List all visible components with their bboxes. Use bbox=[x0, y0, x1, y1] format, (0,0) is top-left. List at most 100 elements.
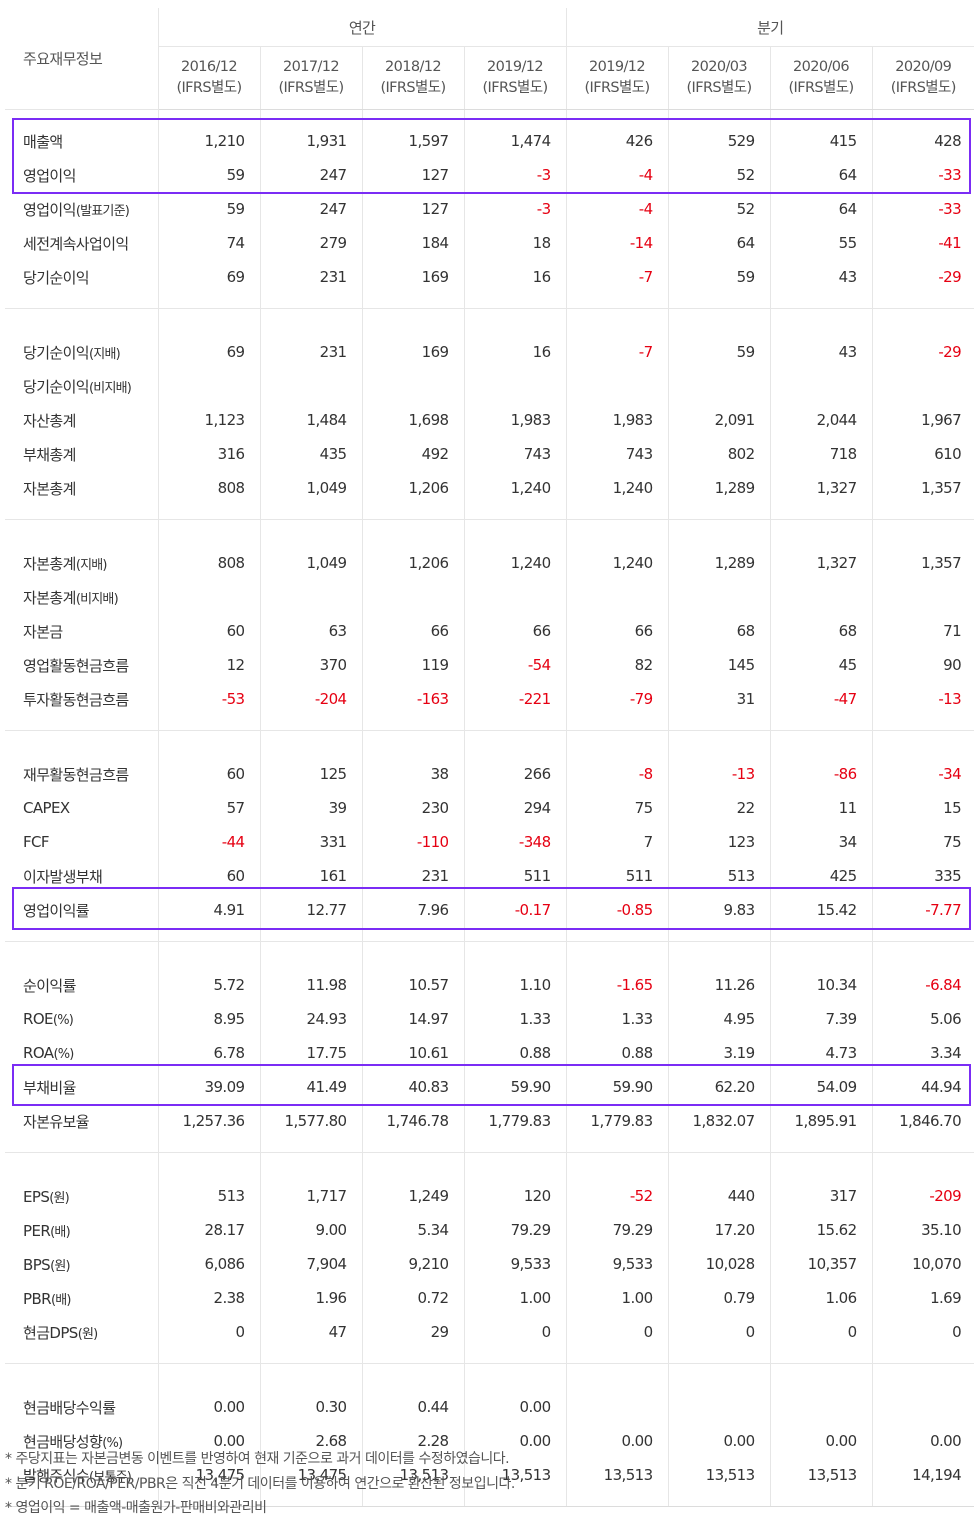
table-cell: 22 bbox=[668, 791, 771, 825]
table-cell: 231 bbox=[260, 260, 363, 309]
table-cell: 0.00 bbox=[668, 1424, 771, 1458]
row-label: 현금배당수익률 bbox=[5, 1363, 159, 1424]
footnotes: * 주당지표는 자본금변동 이벤트를 반영하여 현재 기준으로 과거 데이터를 … bbox=[5, 1447, 515, 1521]
table-cell bbox=[158, 580, 261, 614]
table-row: 순이익률 5.72 11.98 10.57 1.10 -1.65 11.26 10.34 -6.… bbox=[5, 941, 974, 1002]
table-cell: 1.10 bbox=[464, 941, 567, 1002]
row-label: 자본유보율 bbox=[5, 1104, 159, 1153]
table-cell: 15 bbox=[943, 799, 962, 817]
row-label: 자본금 bbox=[5, 614, 159, 648]
table-cell: 0 bbox=[770, 1315, 873, 1364]
table-cell: 59 bbox=[668, 308, 771, 369]
table-row: 영업활동현금흐름 12 370 119 -54 82 145 45 90 bbox=[5, 648, 974, 682]
table-cell: 1,931 bbox=[260, 109, 363, 158]
period-date: 2019/12 bbox=[486, 59, 544, 75]
row-label-text: 자본총계 bbox=[23, 554, 76, 573]
period-date: 2020/09 bbox=[895, 59, 952, 75]
financial-summary-table: 주요재무정보 연간 분기 2016/12 (IFRS별도) 2017/12 (IFRS… bbox=[5, 8, 975, 1507]
table-cell: 0.00 bbox=[930, 1432, 962, 1450]
table-cell: -52 bbox=[566, 1152, 669, 1213]
table-row: 당기순이익(지배) 69 231 169 16 -7 59 43 -29 bbox=[5, 308, 974, 369]
table-cell: 2.68 bbox=[260, 1424, 363, 1458]
period-header: 2020/03 (IFRS별도) bbox=[668, 46, 771, 110]
period-header: 2017/12 (IFRS별도) bbox=[260, 46, 363, 110]
table-cell: 425 bbox=[770, 859, 873, 893]
table-cell: 1,206 bbox=[362, 519, 465, 580]
table-cell: 4.73 bbox=[770, 1036, 873, 1070]
row-label-text: 자본금 bbox=[23, 622, 63, 641]
table-cell: 247 bbox=[260, 192, 363, 226]
table-cell: 230 bbox=[362, 791, 465, 825]
table-cell bbox=[668, 369, 771, 403]
table-cell: 0.00 bbox=[566, 1424, 669, 1458]
period-header: 2020/06 (IFRS별도) bbox=[770, 46, 873, 110]
row-label-text: 당기순이익 bbox=[23, 343, 90, 362]
table-cell: 1,484 bbox=[260, 403, 363, 437]
row-label: ROE(%) bbox=[5, 1002, 159, 1036]
table-cell: 1,746.78 bbox=[362, 1104, 465, 1153]
table-cell: 38 bbox=[362, 730, 465, 791]
table-cell bbox=[872, 369, 974, 403]
table-cell: 47 bbox=[260, 1315, 363, 1364]
table-cell: 79.29 bbox=[566, 1213, 669, 1247]
table-cell: 15.62 bbox=[770, 1213, 873, 1247]
table-cell: 44.94 bbox=[921, 1078, 962, 1096]
row-label: 자본총계 bbox=[5, 471, 159, 520]
table-cell bbox=[260, 369, 363, 403]
table-cell: -33 bbox=[938, 166, 962, 184]
table-cell: 0.88 bbox=[464, 1036, 567, 1070]
table-cell: 35.10 bbox=[921, 1221, 962, 1239]
table-cell bbox=[770, 369, 873, 403]
table-cell: 513 bbox=[668, 859, 771, 893]
table-cell: 71 bbox=[943, 622, 962, 640]
table-cell: -8 bbox=[566, 730, 669, 791]
table-cell: 9,533 bbox=[464, 1247, 567, 1281]
table-row: 자본총계(비지배) bbox=[5, 580, 974, 614]
row-label: 재무활동현금흐름 bbox=[5, 730, 159, 791]
row-label: BPS(원) bbox=[5, 1247, 159, 1281]
table-cell: 335 bbox=[934, 867, 962, 885]
table-row: 투자활동현금흐름 -53 -204 -163 -221 -79 31 -47 -13 bbox=[5, 682, 975, 731]
table-cell: 3.34 bbox=[930, 1044, 962, 1062]
table-row: BPS(원) 6,086 7,904 9,210 9,533 9,533 10,028 10,… bbox=[5, 1247, 974, 1281]
table-row: 당기순이익 69 231 169 16 -7 59 43 -29 bbox=[5, 260, 975, 309]
table-row: 현금DPS(원) 0 47 29 0 0 0 0 0 bbox=[5, 1315, 975, 1364]
table-cell: 64 bbox=[668, 226, 771, 260]
table-cell: 1.06 bbox=[770, 1281, 873, 1315]
table-cell: -3 bbox=[464, 158, 567, 192]
table-cell: 11.26 bbox=[668, 941, 771, 1002]
table-cell bbox=[362, 369, 465, 403]
table-cell: 15.42 bbox=[770, 893, 873, 942]
period-date: 2016/12 bbox=[180, 59, 238, 75]
table-cell: 266 bbox=[464, 730, 567, 791]
table-cell: -53 bbox=[158, 682, 261, 731]
table-cell: 59.90 bbox=[566, 1070, 669, 1104]
table-cell: 1,698 bbox=[362, 403, 465, 437]
table-cell: 17.75 bbox=[260, 1036, 363, 1070]
table-row: 현금배당수익률 0.00 0.30 0.44 0.00 bbox=[5, 1363, 974, 1424]
row-label-text: 영업이익 bbox=[23, 166, 76, 185]
row-label-text: 부채총계 bbox=[23, 445, 76, 464]
table-cell: 1,289 bbox=[668, 519, 771, 580]
row-label: 영업이익(발표기준) bbox=[5, 192, 159, 226]
row-label-suffix: (배) bbox=[50, 1292, 72, 1308]
table-cell: 1,240 bbox=[464, 471, 567, 520]
row-label: 당기순이익 bbox=[5, 260, 159, 309]
row-label-text: EPS bbox=[23, 1187, 50, 1206]
row-label-text: PBR bbox=[23, 1289, 52, 1308]
table-cell: 1,257.36 bbox=[158, 1104, 261, 1153]
table-cell: 62.20 bbox=[668, 1070, 771, 1104]
table-cell: 1.33 bbox=[464, 1002, 567, 1036]
table-cell: 415 bbox=[770, 109, 873, 158]
table-cell: 82 bbox=[566, 648, 669, 682]
table-cell: 1,249 bbox=[362, 1152, 465, 1213]
table-cell: 1,983 bbox=[566, 403, 669, 437]
table-cell: 370 bbox=[260, 648, 363, 682]
table-cell: -4 bbox=[566, 158, 669, 192]
table-cell: 69 bbox=[158, 308, 261, 369]
table-row: PBR(배) 2.38 1.96 0.72 1.00 1.00 0.79 1.06 1.69 bbox=[5, 1281, 974, 1315]
table-cell: 0.00 bbox=[158, 1363, 261, 1424]
table-cell bbox=[770, 580, 873, 614]
table-cell: 68 bbox=[668, 614, 771, 648]
row-label: CAPEX bbox=[5, 791, 159, 825]
